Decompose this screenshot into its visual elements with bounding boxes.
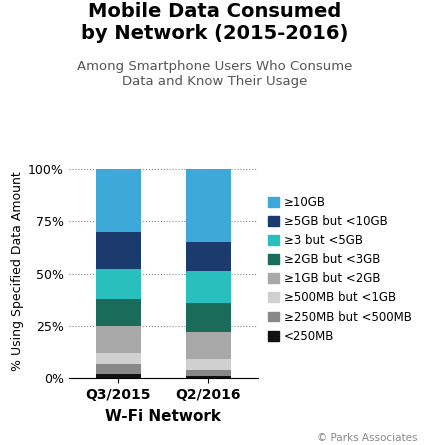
Text: Mobile Data Consumed
by Network (2015-2016): Mobile Data Consumed by Network (2015-20… [81,2,349,43]
Bar [96,353,141,364]
Bar [96,364,141,374]
Bar [186,376,231,378]
Bar [96,374,141,378]
Bar [186,360,231,370]
Text: © Parks Associates: © Parks Associates [316,433,417,443]
Bar [96,232,141,269]
Bar [186,332,231,360]
Bar [186,370,231,376]
Y-axis label: % Using Specified Data Amount: % Using Specified Data Amount [11,172,24,371]
Bar [96,169,141,232]
Bar [96,269,141,299]
Bar [186,303,231,332]
Bar [186,242,231,271]
Text: Among Smartphone Users Who Consume
Data and Know Their Usage: Among Smartphone Users Who Consume Data … [77,60,353,88]
Bar [186,169,231,242]
X-axis label: W-Fi Network: W-Fi Network [105,409,221,424]
Legend: ≥10GB, ≥5GB but <10GB, ≥3 but <5GB, ≥2GB but <3GB, ≥1GB but <2GB, ≥500MB but <1G: ≥10GB, ≥5GB but <10GB, ≥3 but <5GB, ≥2GB… [268,196,412,343]
Bar [96,326,141,353]
Bar [186,271,231,303]
Bar [96,299,141,326]
